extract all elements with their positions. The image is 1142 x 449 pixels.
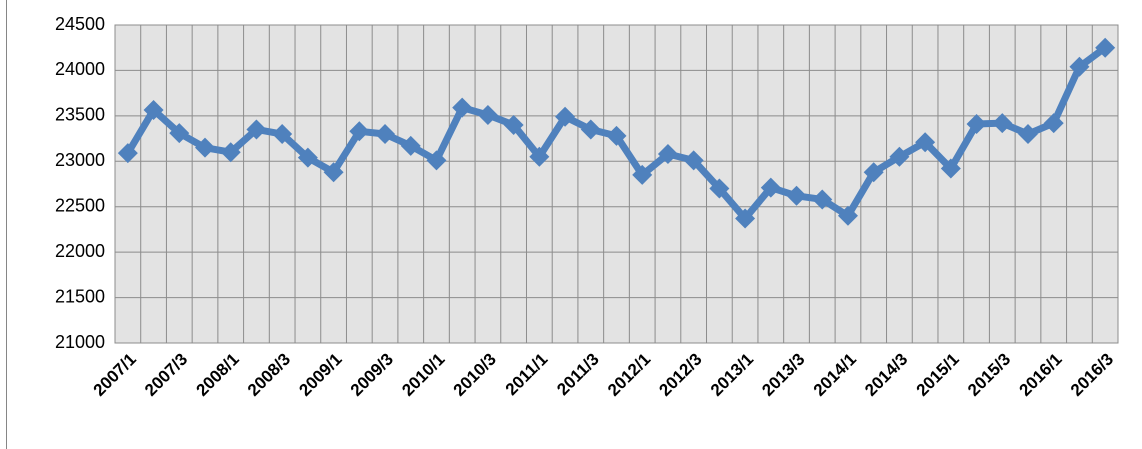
x-tick-label: 2011/1 <box>502 350 552 400</box>
x-tick-label: 2016/1 <box>1015 350 1065 400</box>
marker <box>272 124 293 145</box>
marker <box>529 146 550 167</box>
x-tick-label: 2011/3 <box>553 350 603 400</box>
marker <box>812 189 833 210</box>
x-tick-label: 2007/3 <box>141 350 191 400</box>
marker <box>323 162 344 183</box>
marker <box>1043 113 1064 134</box>
plot-border <box>114 24 1119 344</box>
marker <box>375 124 396 145</box>
y-tick-label: 24500 <box>55 14 105 34</box>
marker <box>452 97 473 118</box>
marker <box>632 164 653 185</box>
marks <box>117 37 1116 229</box>
plot-area <box>115 25 1118 343</box>
marker <box>837 205 858 226</box>
x-tick-label: 2007/1 <box>90 350 140 400</box>
marker <box>220 142 241 163</box>
marker <box>606 125 627 146</box>
marker <box>117 143 138 164</box>
x-tick-label: 2009/3 <box>347 350 397 400</box>
y-tick-label: 21500 <box>55 286 105 306</box>
marker <box>169 123 190 144</box>
marker <box>683 150 704 171</box>
x-tick-label: 2010/3 <box>450 350 500 400</box>
x-tick-label: 2013/3 <box>758 350 808 400</box>
x-tick-label: 2015/1 <box>913 350 963 400</box>
x-tick-label: 2008/3 <box>244 350 294 400</box>
marker <box>246 119 267 140</box>
y-tick-label: 22000 <box>55 241 105 261</box>
y-tick-label: 24000 <box>55 59 105 79</box>
y-tick-label: 23500 <box>55 105 105 125</box>
marker <box>915 132 936 153</box>
marker <box>349 121 370 142</box>
marker <box>889 146 910 167</box>
marker <box>143 99 164 120</box>
marker <box>992 113 1013 134</box>
x-tick-label: 2008/1 <box>193 350 243 400</box>
y-tick-label: 22500 <box>55 195 105 215</box>
y-tick-label: 23000 <box>55 150 105 170</box>
marker <box>966 114 987 135</box>
marker <box>1095 37 1116 58</box>
marker <box>477 104 498 125</box>
x-tick-label: 2009/1 <box>295 350 345 400</box>
x-tick-label: 2014/1 <box>810 350 860 400</box>
x-tick-label: 2012/1 <box>604 350 654 400</box>
marker <box>657 144 678 165</box>
marker <box>1017 124 1038 145</box>
marker <box>760 177 781 198</box>
marker <box>709 178 730 199</box>
x-tick-label: 2012/3 <box>655 350 705 400</box>
marker <box>503 114 524 135</box>
marker <box>195 137 216 158</box>
x-tick-label: 2013/1 <box>707 350 757 400</box>
x-tick-label: 2014/3 <box>861 350 911 400</box>
marker <box>555 106 576 127</box>
x-tick-label: 2015/3 <box>964 350 1014 400</box>
grid <box>114 24 1119 344</box>
marker <box>786 185 807 206</box>
marker <box>940 158 961 179</box>
marker <box>580 119 601 140</box>
x-tick-label: 2016/3 <box>1067 350 1117 400</box>
marker <box>863 162 884 183</box>
marker <box>426 150 447 171</box>
y-tick-label: 21000 <box>55 332 105 352</box>
marker <box>400 135 421 156</box>
x-tick-label: 2010/1 <box>398 350 448 400</box>
marker <box>297 147 318 168</box>
marker <box>735 208 756 229</box>
marker <box>1069 56 1090 77</box>
